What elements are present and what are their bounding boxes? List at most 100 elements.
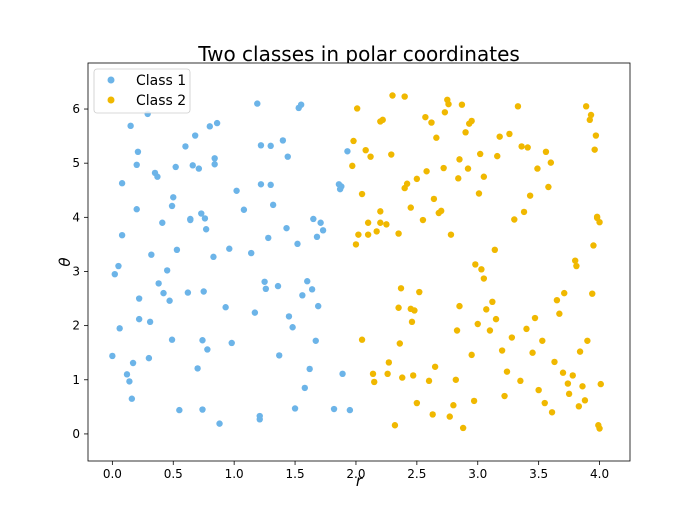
data-point-class-1 (240, 206, 248, 213)
data-point-class-1 (262, 285, 270, 293)
data-point-class-2 (576, 348, 584, 355)
data-point-class-2 (545, 183, 552, 191)
data-point-class-2 (396, 340, 404, 347)
data-point-class-1 (202, 226, 210, 233)
data-point-class-2 (483, 306, 490, 313)
data-point-class-2 (524, 144, 531, 151)
data-point-class-2 (379, 116, 386, 124)
data-point-class-1 (191, 132, 199, 139)
data-point-class-1 (301, 384, 308, 392)
data-point-class-2 (431, 363, 439, 370)
data-point-class-2 (349, 162, 356, 170)
data-point-class-2 (575, 403, 583, 410)
data-point-class-1 (267, 142, 274, 150)
y-tick-label: 1 (72, 373, 80, 387)
x-tick-label: 0.5 (164, 467, 183, 481)
data-point-class-1 (170, 194, 177, 201)
data-point-class-2 (472, 261, 479, 268)
legend-label-class-1: Class 1 (136, 73, 186, 89)
data-point-class-2 (535, 386, 542, 394)
data-point-class-1 (159, 219, 166, 226)
data-point-class-2 (447, 231, 455, 238)
x-tick-label: 3.0 (468, 467, 487, 481)
data-point-class-1 (182, 143, 189, 150)
data-point-class-2 (586, 116, 594, 124)
data-point-class-2 (388, 151, 395, 158)
data-point-class-2 (383, 221, 390, 228)
data-point-class-1 (194, 365, 201, 372)
data-point-class-1 (211, 155, 218, 162)
data-point-class-1 (317, 219, 324, 226)
x-tick-label: 3.5 (529, 467, 548, 481)
data-point-class-1 (314, 302, 322, 310)
data-point-class-2 (541, 399, 548, 407)
data-point-class-2 (364, 231, 372, 238)
data-point-class-2 (517, 377, 524, 385)
data-point-class-1 (123, 371, 131, 378)
data-point-class-2 (440, 164, 447, 172)
data-point-class-1 (267, 181, 274, 189)
data-point-class-1 (127, 122, 134, 130)
data-point-class-2 (523, 325, 530, 333)
data-point-class-2 (464, 165, 472, 172)
data-point-class-1 (257, 181, 265, 188)
data-point-class-2 (456, 156, 463, 163)
data-point-class-1 (199, 406, 206, 413)
data-point-class-2 (358, 190, 366, 198)
data-point-class-2 (384, 370, 391, 378)
data-point-class-1 (211, 161, 218, 168)
data-point-class-1 (338, 183, 345, 190)
data-point-class-2 (353, 105, 361, 112)
data-point-class-1 (283, 224, 290, 232)
data-point-class-1 (133, 161, 140, 169)
data-point-class-2 (355, 231, 362, 238)
data-point-class-1 (201, 215, 209, 222)
data-point-class-1 (274, 282, 282, 290)
data-point-class-2 (593, 213, 601, 220)
data-point-class-1 (256, 412, 263, 420)
data-point-class-2 (468, 351, 475, 359)
data-point-class-2 (419, 216, 427, 224)
data-point-class-2 (391, 422, 399, 429)
data-point-class-2 (489, 298, 496, 305)
data-point-class-2 (369, 370, 377, 378)
data-point-class-2 (371, 378, 378, 386)
data-point-class-2 (531, 314, 539, 322)
data-point-class-1 (176, 406, 183, 414)
data-point-class-2 (491, 246, 499, 254)
data-point-class-2 (367, 153, 374, 160)
data-point-class-1 (279, 137, 287, 144)
data-point-class-2 (450, 402, 457, 409)
data-point-class-1 (168, 202, 176, 210)
data-point-class-2 (470, 397, 478, 405)
data-point-class-2 (362, 146, 369, 154)
data-point-class-2 (358, 336, 366, 343)
y-tick-label: 5 (72, 156, 80, 170)
data-point-class-1 (129, 359, 137, 367)
data-point-class-2 (462, 129, 469, 136)
data-point-class-2 (441, 109, 449, 116)
data-point-class-2 (364, 219, 372, 226)
data-point-class-2 (520, 208, 528, 216)
data-point-class-2 (511, 216, 518, 223)
data-point-class-1 (261, 278, 268, 285)
data-point-class-1 (257, 142, 265, 149)
data-point-class-1 (310, 215, 317, 223)
data-point-class-2 (459, 424, 467, 432)
data-point-class-1 (304, 278, 311, 285)
data-point-class-1 (195, 165, 203, 172)
data-point-class-2 (423, 168, 430, 175)
data-point-class-1 (168, 336, 176, 343)
data-point-class-2 (401, 93, 408, 100)
data-point-class-2 (548, 409, 556, 416)
data-point-class-2 (453, 327, 461, 334)
data-point-class-2 (410, 372, 417, 379)
data-point-class-1 (116, 325, 123, 332)
data-point-class-1 (313, 233, 321, 241)
data-point-class-2 (416, 288, 423, 296)
data-point-class-2 (592, 132, 600, 139)
data-point-class-2 (581, 397, 589, 404)
data-point-class-2 (352, 241, 360, 248)
